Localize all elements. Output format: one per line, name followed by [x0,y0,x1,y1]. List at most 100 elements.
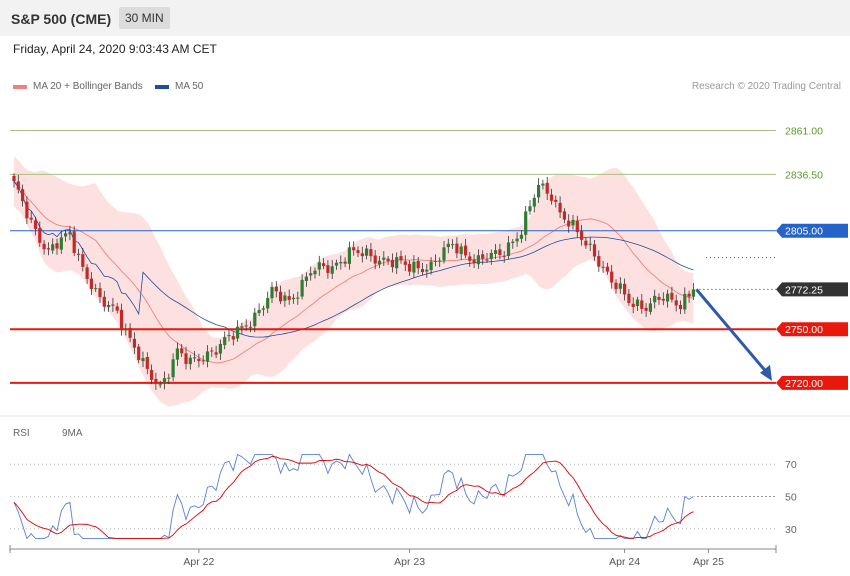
candle-body[interactable] [33,220,38,229]
candle-body[interactable] [261,308,265,310]
candle-body[interactable] [197,358,201,362]
candle-body[interactable] [399,256,403,261]
candle-body[interactable] [653,295,657,303]
candle-body[interactable] [162,378,167,384]
candle-body[interactable] [605,266,609,272]
candle-body[interactable] [678,304,683,310]
candle-body[interactable] [42,243,46,250]
candle-body[interactable] [154,378,158,384]
candle-body[interactable] [554,199,558,202]
candle-body[interactable] [575,220,579,233]
candle-body[interactable] [236,326,240,339]
candle-body[interactable] [274,286,278,292]
candle-body[interactable] [481,254,485,259]
candle-body[interactable] [167,377,171,379]
candle-body[interactable] [16,181,20,190]
candle-body[interactable] [476,255,480,265]
candle-body[interactable] [584,240,588,246]
candle-body[interactable] [296,297,300,299]
candle-body[interactable] [640,300,644,309]
candle-body[interactable] [670,292,674,300]
candle-body[interactable] [425,269,429,272]
candle-body[interactable] [369,249,373,257]
candle-body[interactable] [107,305,111,308]
candle-body[interactable] [248,326,253,328]
candle-body[interactable] [115,306,119,311]
candle-body[interactable] [373,255,377,264]
candle-body[interactable] [386,258,390,261]
candle-body[interactable] [506,242,511,256]
candle-body[interactable] [567,220,571,227]
candle-body[interactable] [683,293,687,310]
candle-body[interactable] [545,182,549,194]
candle-body[interactable] [446,243,450,248]
candle-body[interactable] [244,325,248,327]
candle-body[interactable] [150,369,154,380]
candle-body[interactable] [145,357,149,369]
candle-body[interactable] [205,351,210,362]
candle-body[interactable] [257,309,261,314]
candle-body[interactable] [317,262,321,270]
candle-body[interactable] [223,337,227,346]
candle-body[interactable] [304,276,308,281]
candle-body[interactable] [390,259,394,268]
candle-body[interactable] [326,265,330,273]
candle-body[interactable] [455,243,459,254]
candle-body[interactable] [137,346,141,361]
candle-body[interactable] [270,286,274,299]
candle-body[interactable] [571,219,575,226]
candle-body[interactable] [524,211,528,235]
candle-body[interactable] [403,261,407,265]
candle-body[interactable] [64,233,68,237]
candle-body[interactable] [442,247,446,261]
candle-body[interactable] [76,253,81,255]
candle-body[interactable] [562,211,566,220]
candle-body[interactable] [158,384,162,386]
candle-body[interactable] [433,260,437,262]
candle-body[interactable] [59,237,63,250]
candle-body[interactable] [648,303,652,312]
candle-body[interactable] [193,357,197,359]
candle-body[interactable] [201,360,205,362]
candle-body[interactable] [322,263,326,267]
candle-body[interactable] [25,201,29,219]
candle-body[interactable] [601,266,605,268]
candle-body[interactable] [102,296,106,307]
candle-body[interactable] [592,244,597,257]
candle-body[interactable] [661,298,665,301]
candle-body[interactable] [68,232,72,235]
candle-body[interactable] [339,262,343,264]
candle-body[interactable] [528,206,532,212]
candle-body[interactable] [210,350,214,352]
candle-body[interactable] [365,248,369,256]
candle-body[interactable] [635,299,640,307]
candle-body[interactable] [463,245,468,256]
candle-body[interactable] [580,231,584,240]
candle-body[interactable] [119,309,124,330]
candle-body[interactable] [38,228,42,243]
candle-body[interactable] [352,247,356,251]
candle-body[interactable] [459,246,463,255]
candle-body[interactable] [240,326,244,328]
candle-body[interactable] [283,295,287,301]
candle-body[interactable] [416,260,420,269]
candle-body[interactable] [687,293,691,297]
candle-body[interactable] [253,312,257,327]
candle-body[interactable] [356,250,360,254]
candle-body[interactable] [132,338,136,348]
timeframe-badge[interactable]: 30 MIN [119,7,170,29]
candle-body[interactable] [55,243,59,249]
candle-body[interactable] [334,262,339,266]
candle-body[interactable] [214,352,218,355]
candle-body[interactable] [171,359,175,378]
candle-body[interactable] [231,336,235,340]
candle-body[interactable] [180,348,184,354]
candle-body[interactable] [489,252,493,259]
candle-body[interactable] [89,278,93,289]
candle-body[interactable] [85,267,89,279]
candle-body[interactable] [537,184,541,198]
candle-body[interactable] [124,328,128,331]
candle-body[interactable] [644,307,648,311]
candle-body[interactable] [618,283,622,289]
candle-body[interactable] [266,298,270,309]
